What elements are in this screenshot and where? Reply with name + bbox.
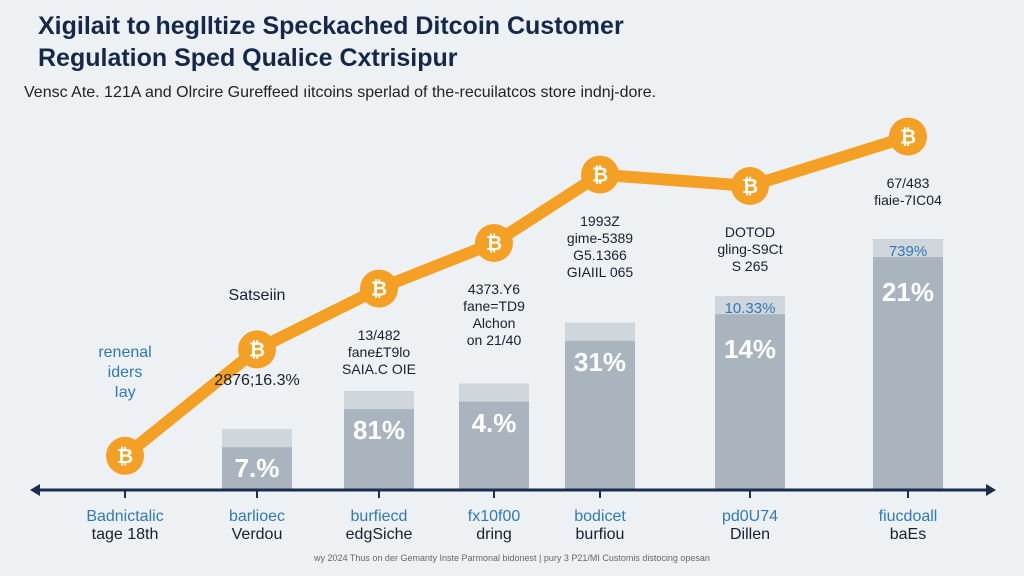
annotation-line: Iay [114,384,136,401]
line-point [238,330,276,369]
annotation-line: fiaie-7IC04 [874,191,942,208]
bitcoin-icon: ₿ [742,174,758,198]
annotation-line: 1993Z [580,212,620,229]
annotation-line: fane=TD9 [463,298,525,314]
category-text: edgSiche [345,526,413,543]
category-text: fiucdoall [878,508,938,525]
category-label: fx10f00 dring [468,508,520,544]
annotation-line: SAIA.C OIE [342,360,416,377]
bitcoin-icon: ₿ [117,444,133,468]
axis-arrow-right [986,484,996,496]
bar-cap [459,383,529,402]
bar-value-label: 81% [352,415,406,446]
category-text: burfiecd [350,508,408,525]
annotation-line: 13/482 [357,326,401,343]
bar [565,322,635,490]
bar-top-label: 739% [888,243,928,261]
category-label: barlioec Verdou [229,508,285,544]
bar-cap [222,429,292,448]
bar-value-label: 7.% [234,453,280,484]
axis-arrow-left [30,484,40,496]
line-point [360,269,398,308]
category-text: baEs [889,526,927,543]
annotation-line: gling-S9Ct [717,241,783,257]
category-text: burfiou [575,526,625,543]
annotation-line: Satseiin [228,287,286,304]
point-annotation: Satseiin 2876;16.3% [214,286,299,390]
bitcoin-icon: ₿ [486,231,502,255]
annotation-line: DOTOD [724,224,776,240]
line-point [106,436,144,475]
bar-cap [873,239,943,258]
bar-cap [565,322,635,341]
bar-value-label: 14% [723,334,777,365]
bitcoin-icon: ₿ [371,277,387,301]
category-label: fiucdoall baEs [879,508,938,544]
category-label: bodicet burfiou [574,508,626,544]
title-line-2: Regulation Sped Qualice Cxtrisipur [38,44,458,72]
category-text: dring [476,526,512,543]
annotation-line: G5.1366 [573,246,627,263]
annotation-line: S 265 [731,258,769,274]
annotation-line: Alchon [472,315,516,331]
line-point [731,167,769,205]
annotation-line: GIAIIL 065 [566,263,634,280]
category-text: Dillen [729,526,771,543]
bitcoin-icon: ₿ [592,163,608,187]
annotation-line: renenal [98,344,152,361]
annotation-line: 67/483 [886,174,930,191]
category-text: fx10f00 [467,508,521,525]
bar-cap [715,296,785,315]
category-text: pd0U74 [721,508,779,525]
annotation-line: 4373.Y6 [467,281,521,297]
line-point [475,224,513,262]
bar-cap [344,391,414,410]
line-point [581,155,619,194]
category-text: tage 18th [91,526,159,543]
title-line-1: Xigilait to heglltize Speckached Ditcoin… [38,12,624,40]
category-label: burfiecd edgSiche [346,508,413,544]
annotation-line: fane£T9lo [347,343,411,360]
point-annotation: 13/482 fane£T9lo SAIA.C OIE [342,327,416,378]
footnote: wy 2024 Thus on der Gemanty Inste Parmon… [314,553,710,563]
point-annotation: renenal iders Iay [98,343,151,403]
annotation-line: gime-5389 [566,229,634,246]
bar-value-label: 21% [881,277,935,308]
category-text: bodicet [574,508,626,525]
category-label: pd0U74 Dillen [722,508,778,544]
point-annotation: DOTOD gling-S9Ct S 265 [717,224,782,275]
category-label: Badnictalic tage 18th [86,508,163,544]
point-annotation: 67/483 fiaie-7IC04 [874,175,942,209]
line-point [889,117,927,156]
bar [715,296,785,490]
bar [873,239,943,490]
category-text: barlioec [228,508,286,525]
annotation-line: on 21/40 [466,332,522,348]
annotation-line: 2876;16.3% [214,372,300,389]
bitcoin-icon: ₿ [900,125,916,149]
bar-top-label: 10.33% [724,300,776,318]
subtitle: Vensc Ate. 121A and Olrcire Gureffeed ıi… [24,84,657,101]
annotation-line: iders [107,364,143,381]
category-text: Badnictalic [86,508,164,525]
bar-value-label: 4.% [471,407,517,438]
bitcoin-icon: ₿ [249,337,265,361]
point-annotation: 4373.Y6 fane=TD9 Alchon on 21/40 [463,281,525,349]
point-annotation: 1993Z gime-5389 G5.1366 GIAIIL 065 [567,213,633,281]
category-text: Verdou [231,526,283,543]
bar-value-label: 31% [573,346,627,377]
